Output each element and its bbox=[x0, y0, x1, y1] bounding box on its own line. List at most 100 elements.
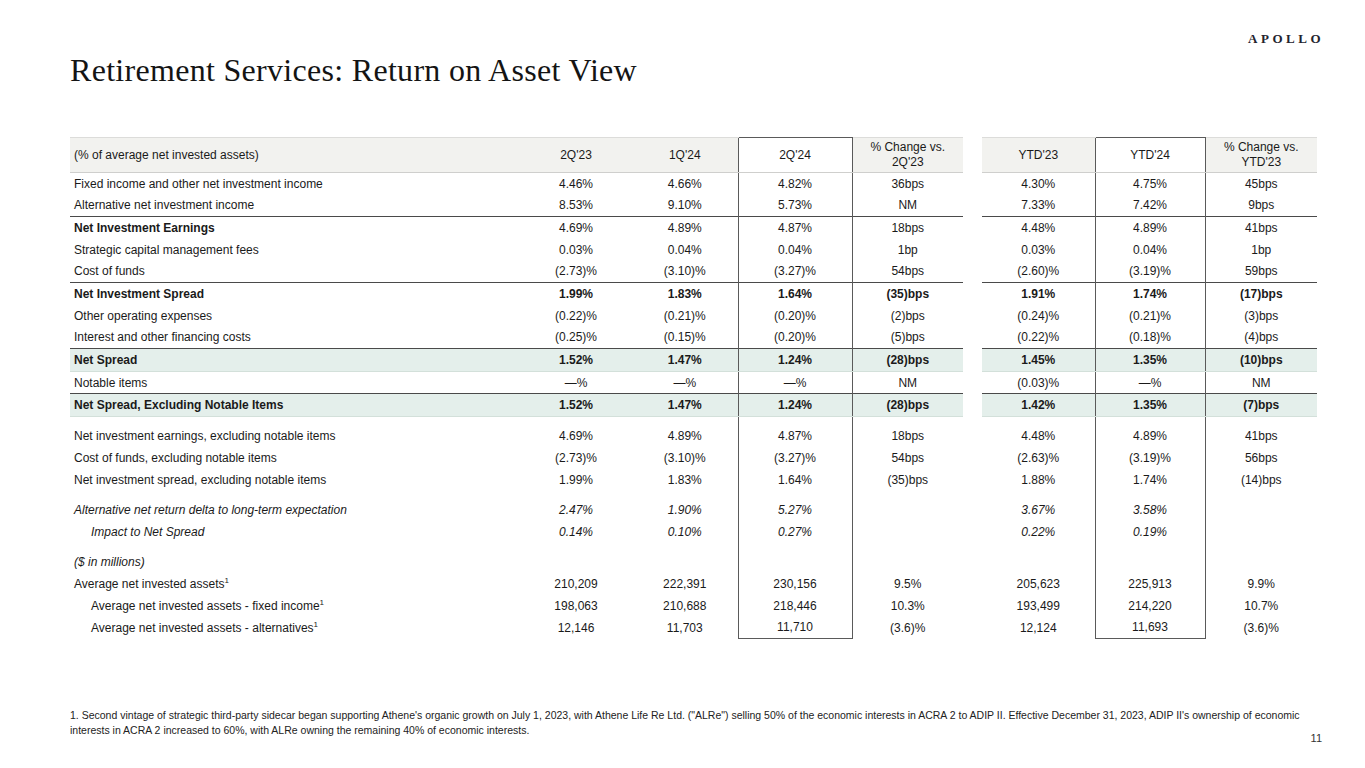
column-group-gap bbox=[963, 173, 982, 195]
cell-value: 1.83% bbox=[632, 469, 738, 491]
spacer-row bbox=[70, 543, 1317, 551]
cell-value bbox=[852, 551, 963, 573]
cell-value: 36bps bbox=[852, 173, 963, 195]
cell-value: 18bps bbox=[852, 217, 963, 239]
apollo-logo: APOLLO bbox=[1248, 31, 1324, 47]
cell-value: (17)bps bbox=[1205, 283, 1317, 305]
cell-value: 9bps bbox=[1205, 195, 1317, 217]
spacer-cell bbox=[1205, 543, 1317, 551]
table-row: Average net invested assets - alternativ… bbox=[70, 617, 1317, 639]
spacer-cell bbox=[738, 417, 852, 425]
cell-value: 59bps bbox=[1205, 261, 1317, 283]
cell-value: 1.64% bbox=[738, 283, 852, 305]
cell-value: 41bps bbox=[1205, 425, 1317, 447]
column-group-gap bbox=[963, 195, 982, 217]
spacer-cell bbox=[1095, 417, 1205, 425]
cell-value: 4.66% bbox=[632, 173, 738, 195]
cell-value: 54bps bbox=[852, 447, 963, 469]
cell-value: 4.89% bbox=[1095, 217, 1205, 239]
cell-value: 4.89% bbox=[632, 217, 738, 239]
cell-value: 214,220 bbox=[1095, 595, 1205, 617]
row-label: Average net invested assets - alternativ… bbox=[70, 617, 520, 639]
cell-value bbox=[738, 551, 852, 573]
column-group-gap bbox=[963, 425, 982, 447]
column-group-gap bbox=[963, 239, 982, 261]
cell-value: 193,499 bbox=[982, 595, 1095, 617]
table-row: Net Investment Spread1.99%1.83%1.64%(35)… bbox=[70, 283, 1317, 305]
spacer-cell bbox=[738, 543, 852, 551]
cell-value: 8.53% bbox=[520, 195, 632, 217]
cell-value: 1.35% bbox=[1095, 349, 1205, 372]
spacer-cell bbox=[632, 543, 738, 551]
spacer-cell bbox=[1095, 491, 1205, 499]
spacer-cell bbox=[852, 491, 963, 499]
cell-value: (3.19)% bbox=[1095, 261, 1205, 283]
cell-value: —% bbox=[520, 372, 632, 394]
cell-value: 1.35% bbox=[1095, 394, 1205, 417]
table-row: Other operating expenses(0.22)%(0.21)%(0… bbox=[70, 305, 1317, 327]
table-row: Alternative net return delta to long-ter… bbox=[70, 499, 1317, 521]
cell-value: 0.27% bbox=[738, 521, 852, 543]
cell-value: 11,693 bbox=[1095, 617, 1205, 639]
row-label: Net investment spread, excluding notable… bbox=[70, 469, 520, 491]
cell-value bbox=[1205, 551, 1317, 573]
spacer-cell bbox=[963, 491, 982, 499]
column-group-gap bbox=[963, 469, 982, 491]
cell-value: 205,623 bbox=[982, 573, 1095, 595]
cell-value: (35)bps bbox=[852, 283, 963, 305]
cell-value: 225,913 bbox=[1095, 573, 1205, 595]
spacer-cell bbox=[963, 417, 982, 425]
cell-value: 10.7% bbox=[1205, 595, 1317, 617]
cell-value: (2.73)% bbox=[520, 447, 632, 469]
spacer-cell bbox=[520, 417, 632, 425]
cell-value: 3.67% bbox=[982, 499, 1095, 521]
col-header-change-vs-2q23: % Change vs. 2Q'23 bbox=[852, 138, 963, 173]
cell-value: 4.75% bbox=[1095, 173, 1205, 195]
cell-value: 4.48% bbox=[982, 425, 1095, 447]
cell-value: (0.15)% bbox=[632, 327, 738, 349]
cell-value: 1.99% bbox=[520, 283, 632, 305]
cell-value: (10)bps bbox=[1205, 349, 1317, 372]
cell-value: 5.73% bbox=[738, 195, 852, 217]
table-header-label: (% of average net invested assets) bbox=[70, 138, 520, 173]
roa-table: (% of average net invested assets) 2Q'23… bbox=[70, 137, 1317, 639]
spacer-cell bbox=[1205, 491, 1317, 499]
cell-value bbox=[632, 551, 738, 573]
table-row: Impact to Net Spread0.14%0.10%0.27%0.22%… bbox=[70, 521, 1317, 543]
table-row: Net investment earnings, excluding notab… bbox=[70, 425, 1317, 447]
row-label: Notable items bbox=[70, 372, 520, 394]
spacer-cell bbox=[632, 417, 738, 425]
cell-value: (2)bps bbox=[852, 305, 963, 327]
spacer-cell bbox=[520, 543, 632, 551]
cell-value: 3.58% bbox=[1095, 499, 1205, 521]
cell-value: 0.04% bbox=[1095, 239, 1205, 261]
footnote-marker: 1 bbox=[225, 576, 229, 585]
row-label: Net Investment Earnings bbox=[70, 217, 520, 239]
cell-value: 0.03% bbox=[982, 239, 1095, 261]
row-label: Alternative net investment income bbox=[70, 195, 520, 217]
roa-table-container: (% of average net invested assets) 2Q'23… bbox=[70, 137, 1317, 639]
cell-value: (5)bps bbox=[852, 327, 963, 349]
cell-value: 4.82% bbox=[738, 173, 852, 195]
cell-value: (3.10)% bbox=[632, 447, 738, 469]
cell-value: 2.47% bbox=[520, 499, 632, 521]
cell-value: 218,446 bbox=[738, 595, 852, 617]
row-label: Average net invested assets - fixed inco… bbox=[70, 595, 520, 617]
cell-value: 1.47% bbox=[632, 349, 738, 372]
table-row: Net Investment Earnings4.69%4.89%4.87%18… bbox=[70, 217, 1317, 239]
cell-value: (0.03)% bbox=[982, 372, 1095, 394]
cell-value bbox=[852, 499, 963, 521]
cell-value bbox=[852, 521, 963, 543]
cell-value: 198,063 bbox=[520, 595, 632, 617]
cell-value: (2.60)% bbox=[982, 261, 1095, 283]
cell-value: (28)bps bbox=[852, 349, 963, 372]
spacer-cell bbox=[520, 491, 632, 499]
spacer-row bbox=[70, 417, 1317, 425]
table-row: Strategic capital management fees0.03%0.… bbox=[70, 239, 1317, 261]
cell-value: 9.5% bbox=[852, 573, 963, 595]
cell-value: 1.74% bbox=[1095, 283, 1205, 305]
cell-value: (3.6)% bbox=[1205, 617, 1317, 639]
footnote: 1. Second vintage of strategic third-par… bbox=[70, 708, 1303, 738]
cell-value: 1.24% bbox=[738, 394, 852, 417]
column-group-gap bbox=[963, 138, 982, 173]
